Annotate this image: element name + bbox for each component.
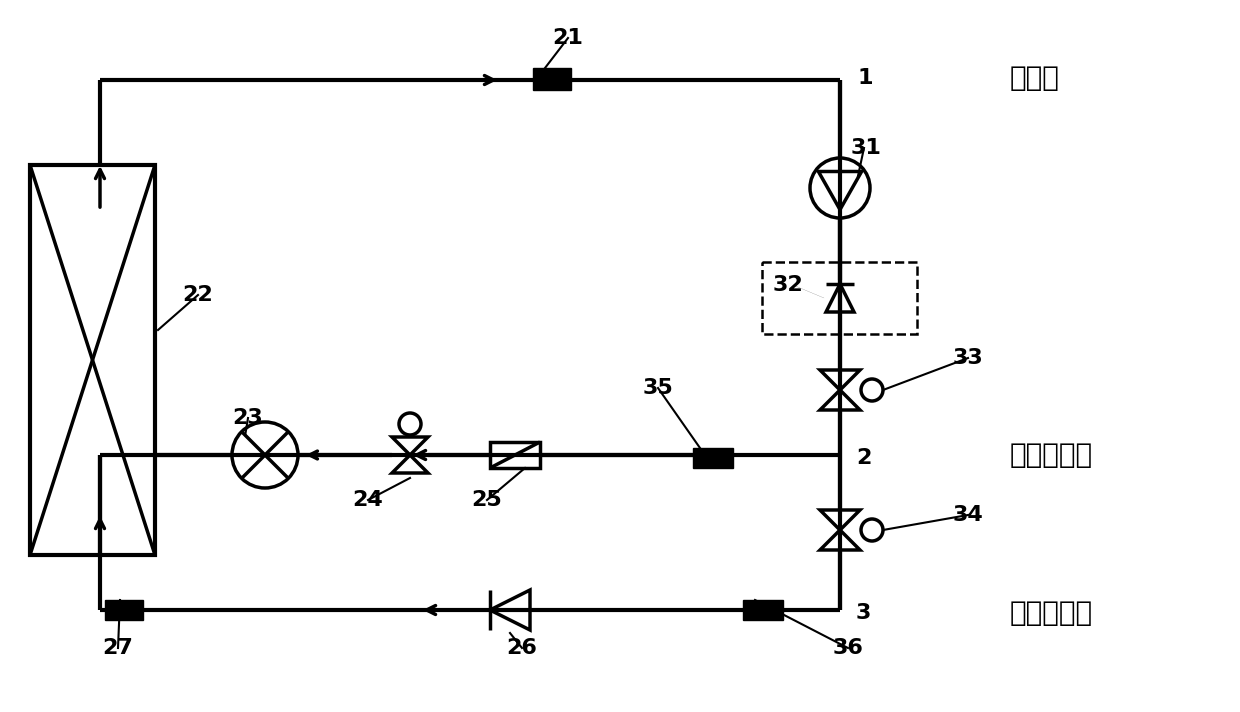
Text: 35: 35	[642, 378, 673, 398]
Text: 出水管: 出水管	[1011, 64, 1060, 92]
Text: 3: 3	[856, 603, 872, 623]
Text: 31: 31	[851, 138, 882, 158]
Bar	[30, 165, 155, 555]
Text: 27: 27	[103, 638, 134, 658]
Text: 32: 32	[773, 275, 804, 295]
Text: 2: 2	[856, 448, 872, 468]
Bar	[693, 448, 733, 468]
Bar	[490, 442, 539, 468]
Text: 21: 21	[553, 28, 584, 48]
Text: 22: 22	[182, 285, 213, 305]
Text: 25: 25	[471, 490, 502, 510]
Bar	[533, 68, 570, 90]
Text: 36: 36	[832, 638, 863, 658]
Text: 34: 34	[952, 505, 983, 525]
Text: 循环进水管: 循环进水管	[1011, 599, 1094, 627]
Text: 23: 23	[233, 408, 263, 428]
Bar	[763, 262, 918, 334]
Text: 33: 33	[952, 348, 983, 368]
Text: 26: 26	[507, 638, 537, 658]
Text: 24: 24	[352, 490, 383, 510]
Bar	[105, 600, 143, 620]
Bar	[743, 600, 782, 620]
Text: 1: 1	[858, 68, 873, 88]
Text: 直热进水管: 直热进水管	[1011, 441, 1094, 469]
